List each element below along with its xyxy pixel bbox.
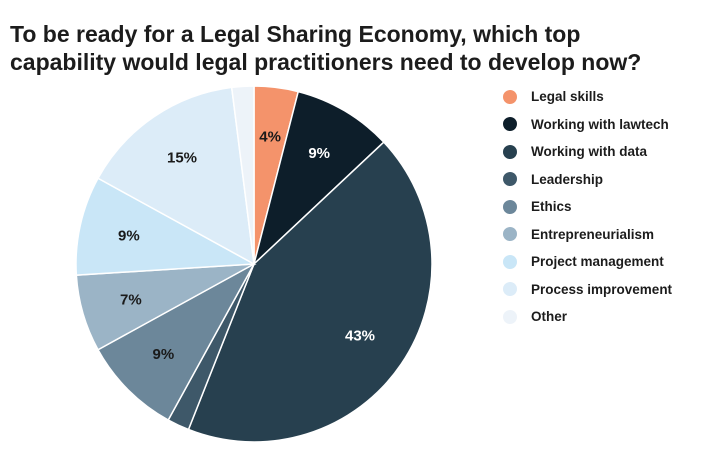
pie-slice-working-with-data xyxy=(187,141,433,443)
legend-item-project-management: Project management xyxy=(503,248,672,276)
data-label-ethics: 9% xyxy=(153,346,175,363)
legend-label: Legal skills xyxy=(531,89,604,105)
pie-slice-ethics xyxy=(97,262,256,421)
pie-slice-working-with-lawtech xyxy=(252,90,385,267)
legend-label: Entrepreneurialism xyxy=(531,226,655,242)
legend-label: Process improvement xyxy=(531,281,673,297)
data-label-working-with-lawtech: 9% xyxy=(308,145,330,162)
legend-label: Leadership xyxy=(531,171,604,187)
legend-swatch-icon xyxy=(503,144,517,159)
chart-title: To be ready for a Legal Sharing Economy,… xyxy=(10,21,642,75)
legend-item-process-improvement: Process improvement xyxy=(503,276,672,304)
legend-item-entrepreneurialism: Entrepreneurialism xyxy=(503,221,672,249)
legend-item-ethics: Ethics xyxy=(503,193,672,221)
legend-item-working-with-data: Working with data xyxy=(503,138,672,166)
chart-legend: Legal skills Working with lawtech Working … xyxy=(503,83,672,331)
legend-swatch-icon xyxy=(503,254,517,269)
data-label-working-with-data: 43% xyxy=(345,328,375,345)
legend-swatch-icon xyxy=(503,227,517,242)
legend-swatch-icon xyxy=(503,89,517,104)
legend-label: Ethics xyxy=(531,199,572,215)
legend-item-legal-skills: Legal skills xyxy=(503,83,672,111)
data-label-process-improvement: 15% xyxy=(167,150,197,167)
legend-item-leadership: Leadership xyxy=(503,166,672,194)
pie-slice-other xyxy=(230,85,255,265)
data-label-project-management: 9% xyxy=(118,228,140,245)
legend-item-other: Other xyxy=(503,303,672,331)
pie-slice-process-improvement xyxy=(97,86,255,266)
data-label-legal-skills: 4% xyxy=(259,128,281,145)
legend-item-working-with-lawtech: Working with lawtech xyxy=(503,111,672,139)
legend-label: Other xyxy=(531,309,568,325)
data-label-entrepreneurialism: 7% xyxy=(120,291,142,308)
legend-swatch-icon xyxy=(503,117,517,132)
legend-swatch-icon xyxy=(503,172,517,187)
legend-label: Project management xyxy=(531,254,664,270)
legend-swatch-icon xyxy=(503,309,517,324)
pie-slice-project-management xyxy=(75,177,257,276)
legend-swatch-icon xyxy=(503,282,517,297)
legend-label: Working with lawtech xyxy=(531,116,669,132)
legend-swatch-icon xyxy=(503,199,517,214)
legend-label: Working with data xyxy=(531,144,648,160)
